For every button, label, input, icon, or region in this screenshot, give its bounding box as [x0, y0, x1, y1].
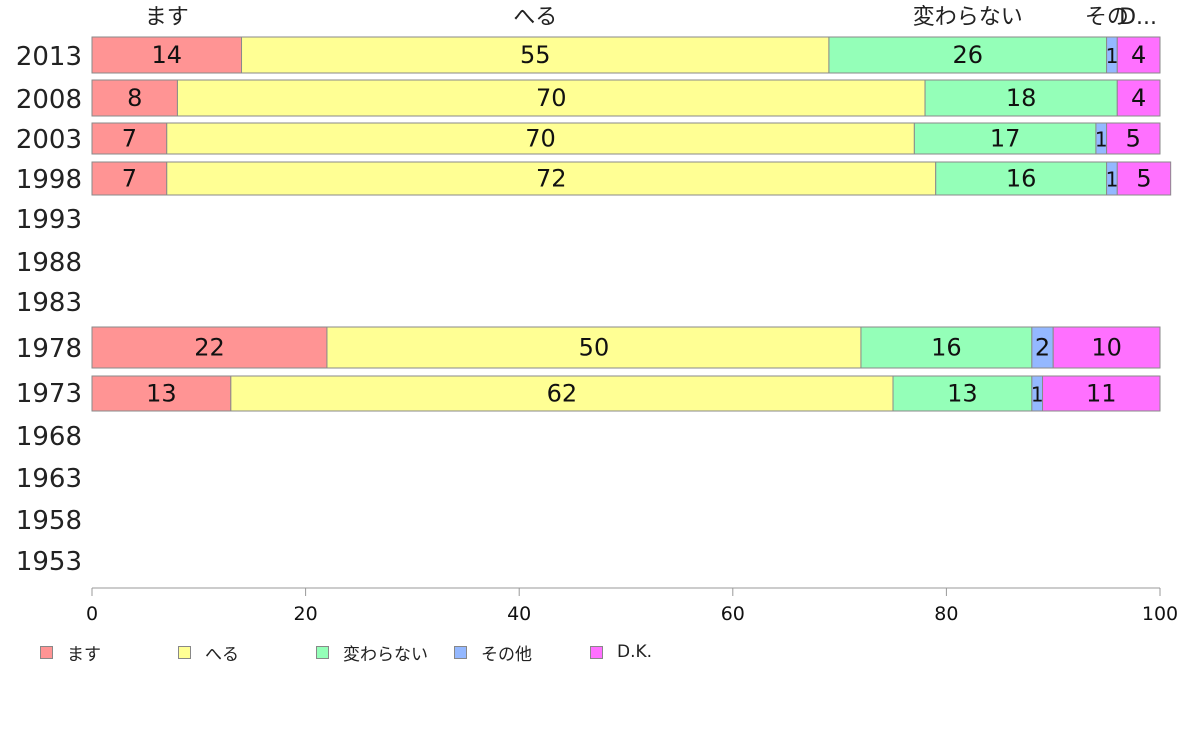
- data-label-2013-2: 26: [952, 41, 983, 69]
- bar-segment-2003-1: [166, 122, 915, 155]
- data-label-1978-2: 16: [931, 334, 962, 362]
- y-tick-label-1968: 1968: [16, 422, 82, 452]
- data-label-1978-4: 10: [1091, 334, 1122, 362]
- bar-segment-2013-4: [1116, 36, 1161, 74]
- bar-segment-2013-0: [91, 36, 243, 74]
- bar-segment-1998-1: [166, 161, 937, 196]
- bar-segment-2008-2: [924, 79, 1118, 117]
- data-label-1998-2: 16: [1006, 165, 1037, 193]
- bar-segment-1978-4: [1052, 326, 1161, 369]
- x-tick-label-80: 80: [934, 603, 958, 625]
- legend-swatch: [178, 645, 191, 659]
- data-label-2003-0: 7: [122, 125, 137, 153]
- bar-segment-1973-0: [91, 375, 232, 412]
- legend-label: ます: [67, 644, 101, 665]
- bar-segment-2008-4: [1116, 79, 1161, 117]
- bar-segment-1978-2: [860, 326, 1033, 369]
- legend-label: D.K.: [617, 642, 653, 662]
- bar-segment-2013-1: [241, 36, 830, 74]
- legend-label: その他: [481, 644, 532, 665]
- top-label-4: D...: [1119, 5, 1157, 30]
- data-label-1998-4: 5: [1136, 165, 1151, 193]
- legend-swatch: [40, 645, 53, 659]
- x-tick-label-0: 0: [86, 603, 98, 625]
- x-tick-label-100: 100: [1142, 603, 1178, 625]
- data-label-2008-4: 4: [1131, 84, 1146, 112]
- x-tick-label-40: 40: [507, 603, 531, 625]
- data-label-2003-2: 17: [990, 125, 1021, 153]
- legend-item: その他: [454, 640, 590, 665]
- y-tick-label-1988: 1988: [16, 248, 82, 278]
- data-label-2008-2: 18: [1006, 84, 1037, 112]
- bar-segment-1973-2: [892, 375, 1033, 412]
- data-label-2003-4: 5: [1126, 125, 1141, 153]
- legend-label: へる: [205, 644, 239, 665]
- data-label-1973-1: 62: [547, 380, 578, 408]
- y-tick-label-1953: 1953: [16, 547, 82, 577]
- y-tick-label-2003: 2003: [16, 125, 82, 155]
- bar-segment-2013-2: [828, 36, 1108, 74]
- data-label-2008-1: 70: [536, 84, 567, 112]
- legend-item: D.K.: [590, 642, 670, 662]
- legend-swatch: [590, 645, 603, 659]
- legend-item: ます: [40, 640, 178, 665]
- legend-item: へる: [178, 640, 316, 665]
- top-label-0: ます: [145, 5, 189, 30]
- data-label-1973-4: 11: [1086, 380, 1117, 408]
- top-label-1: へる: [513, 5, 557, 30]
- bar-segment-2008-0: [91, 79, 178, 117]
- data-label-1973-2: 13: [947, 380, 978, 408]
- y-tick-label-1963: 1963: [16, 464, 82, 494]
- top-label-3: その: [1085, 5, 1129, 30]
- data-label-2003-1: 70: [525, 125, 556, 153]
- legend: ます へる 変わらない その他 D.K.: [40, 640, 670, 665]
- data-label-1973-0: 13: [146, 380, 177, 408]
- y-tick-label-1998: 1998: [16, 165, 82, 195]
- data-label-2008-0: 8: [127, 84, 142, 112]
- y-tick-label-2008: 2008: [16, 85, 82, 115]
- bar-segment-2003-2: [913, 122, 1097, 155]
- bar-segment-1998-2: [935, 161, 1108, 196]
- top-label-2: 変わらない: [913, 5, 1023, 30]
- y-tick-label-1978: 1978: [16, 334, 82, 364]
- legend-label: 変わらない: [343, 644, 428, 665]
- legend-swatch: [454, 645, 467, 659]
- x-tick-label-20: 20: [294, 603, 318, 625]
- data-label-2013-4: 4: [1131, 41, 1146, 69]
- bar-segment-1978-0: [91, 326, 328, 369]
- y-tick-label-1958: 1958: [16, 506, 82, 536]
- data-label-2003-3: 1: [1095, 128, 1108, 152]
- data-label-2013-1: 55: [520, 41, 551, 69]
- bar-segment-2008-1: [176, 79, 926, 117]
- bar-segment-1998-0: [91, 161, 168, 196]
- bar-segment-1973-1: [230, 375, 894, 412]
- y-tick-label-1973: 1973: [16, 379, 82, 409]
- data-label-1978-0: 22: [194, 334, 225, 362]
- data-label-1998-0: 7: [122, 165, 137, 193]
- legend-item: 変わらない: [316, 640, 454, 665]
- y-tick-label-1983: 1983: [16, 288, 82, 318]
- data-label-2013-0: 14: [151, 41, 182, 69]
- y-tick-label-1993: 1993: [16, 205, 82, 235]
- data-label-1978-3: 2: [1035, 334, 1050, 362]
- bar-segment-1973-4: [1042, 375, 1161, 412]
- data-label-1973-3: 1: [1031, 383, 1044, 407]
- data-label-1998-1: 72: [536, 165, 567, 193]
- data-label-2013-3: 1: [1106, 44, 1119, 68]
- data-label-1998-3: 1: [1106, 168, 1119, 192]
- bar-segment-1978-1: [326, 326, 862, 369]
- y-tick-label-2013: 2013: [16, 42, 82, 72]
- bar-segment-1998-4: [1116, 161, 1172, 196]
- stacked-bar-chart: ます へる 変わらない そのD...2013200820031998199319881…: [16, 5, 1178, 625]
- x-tick-label-60: 60: [721, 603, 745, 625]
- data-label-1978-1: 50: [579, 334, 610, 362]
- bar-segment-2003-4: [1106, 122, 1161, 155]
- legend-swatch: [316, 645, 329, 659]
- bar-segment-2003-0: [91, 122, 168, 155]
